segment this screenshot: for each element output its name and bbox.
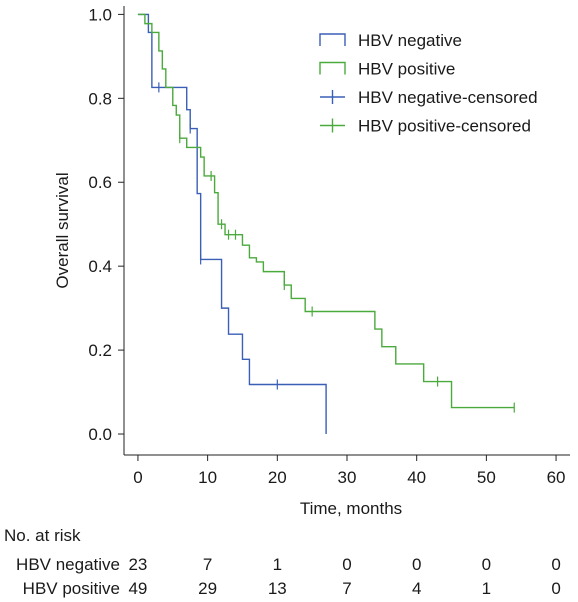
at-risk-value: 0 <box>551 555 561 574</box>
at-risk-value: 1 <box>481 579 492 598</box>
at-risk-value: 0 <box>551 579 561 598</box>
at-risk-value: 1 <box>272 555 283 574</box>
at-risk-value: 7 <box>342 579 352 598</box>
at-risk-value: 7 <box>202 555 213 574</box>
at-risk-title: No. at risk <box>4 526 81 545</box>
at-risk-row-label: HBV negative <box>16 555 120 574</box>
legend-label: HBV positive <box>358 60 455 79</box>
x-tick-label: 30 <box>338 468 357 487</box>
at-risk-row-label: HBV positive <box>22 579 120 598</box>
y-tick-label: 0.0 <box>88 425 112 444</box>
survival-curve-hbv-negative <box>137 13 327 435</box>
y-tick-label: 0.8 <box>88 89 112 108</box>
legend-label: HBV negative <box>358 31 462 50</box>
x-tick-label: 0 <box>133 468 142 487</box>
x-tick-label: 10 <box>198 468 217 487</box>
at-risk-value: 13 <box>267 579 287 598</box>
at-risk-value: 49 <box>128 579 148 598</box>
legend-swatch <box>319 61 346 75</box>
survival-curve-hbv-positive <box>137 13 515 409</box>
x-tick-label: 60 <box>547 468 566 487</box>
at-risk-value: 0 <box>411 555 422 574</box>
x-axis-label: Time, months <box>300 499 402 518</box>
y-tick-label: 0.6 <box>88 173 112 192</box>
survival-curves <box>137 13 515 435</box>
at-risk-value: 23 <box>128 555 148 574</box>
legend-swatch <box>319 33 346 46</box>
y-axis-label: Overall survival <box>53 172 72 288</box>
at-risk-value: 29 <box>198 579 218 598</box>
x-tick-label: 50 <box>477 468 496 487</box>
x-tick-label: 20 <box>268 468 287 487</box>
x-tick-label: 40 <box>407 468 426 487</box>
at-risk-value: 0 <box>342 555 352 574</box>
legend-label: HBV positive-censored <box>358 117 531 136</box>
chart-axes: 0 10 20 30 40 50 60 0.0 0.2 0.4 0.6 0.8 1.0 Time, mon… <box>53 5 570 518</box>
y-tick-label: 1.0 <box>88 5 112 24</box>
at-risk-value: 0 <box>481 555 492 574</box>
at-risk-value: 4 <box>411 579 422 598</box>
y-tick-label: 0.4 <box>88 257 112 276</box>
legend-label: HBV negative-censored <box>358 88 538 107</box>
y-tick-label: 0.2 <box>88 341 112 360</box>
chart-legend: HBV negative HBV positive HBV negative-cen… <box>319 31 538 136</box>
